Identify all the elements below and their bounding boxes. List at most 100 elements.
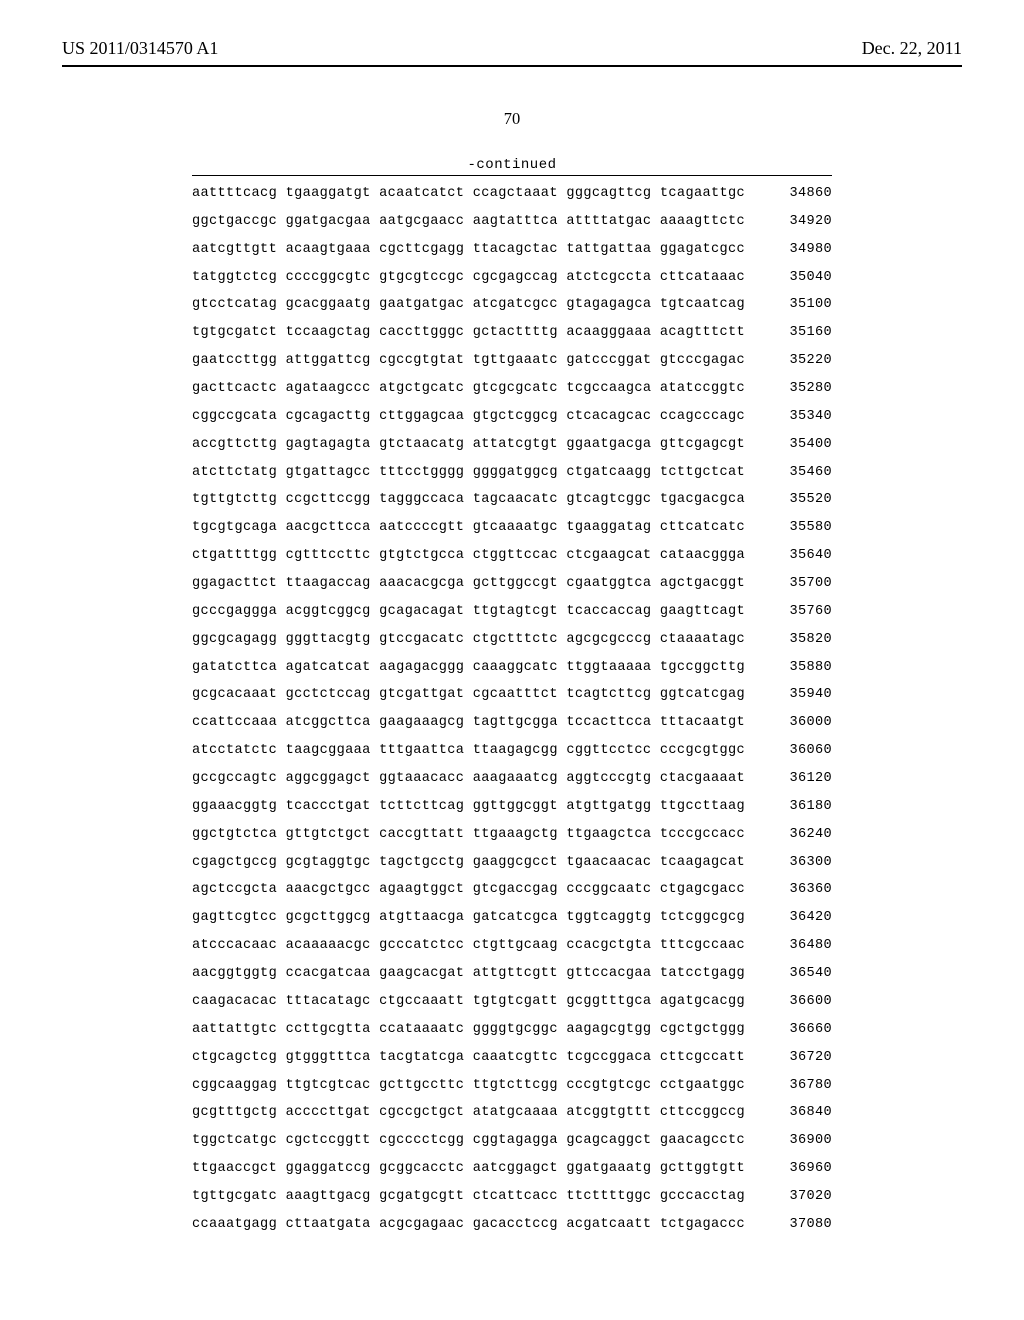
sequence-row: ctgcagctcg gtgggtttca tacgtatcga caaatcg… <box>192 1044 832 1072</box>
sequence-position: 35700 <box>745 570 832 598</box>
sequence-row: gccgccagtc aggcggagct ggtaaacacc aaagaaa… <box>192 765 832 793</box>
sequence-bases: ccaaatgagg cttaatgata acgcgagaac gacacct… <box>192 1211 745 1239</box>
sequence-bases: ccattccaaa atcggcttca gaagaaagcg tagttgc… <box>192 709 745 737</box>
sequence-position: 36060 <box>745 737 832 765</box>
sequence-row: gagttcgtcc gcgcttggcg atgttaacga gatcatc… <box>192 904 832 932</box>
sequence-bases: accgttcttg gagtagagta gtctaacatg attatcg… <box>192 431 745 459</box>
sequence-position: 36600 <box>745 988 832 1016</box>
continued-label: -continued <box>62 157 962 173</box>
sequence-bases: aatcgttgtt acaagtgaaa cgcttcgagg ttacagc… <box>192 236 745 264</box>
sequence-row: tgcgtgcaga aacgcttcca aatccccgtt gtcaaaa… <box>192 514 832 542</box>
page-number: 70 <box>62 109 962 129</box>
sequence-bases: tgcgtgcaga aacgcttcca aatccccgtt gtcaaaa… <box>192 514 745 542</box>
sequence-row: gacttcactc agataagccc atgctgcatc gtcgcgc… <box>192 375 832 403</box>
sequence-position: 35820 <box>745 626 832 654</box>
sequence-row: gcgcacaaat gcctctccag gtcgattgat cgcaatt… <box>192 681 832 709</box>
sequence-row: ggaaacggtg tcaccctgat tcttcttcag ggttggc… <box>192 793 832 821</box>
sequence-row: atcctatctc taagcggaaa tttgaattca ttaagag… <box>192 737 832 765</box>
sequence-bases: tggctcatgc cgctccggtt cgcccctcgg cggtaga… <box>192 1127 745 1155</box>
sequence-row: ggctgaccgc ggatgacgaa aatgcgaacc aagtatt… <box>192 208 832 236</box>
sequence-bases: gacttcactc agataagccc atgctgcatc gtcgcgc… <box>192 375 745 403</box>
sequence-row: ccattccaaa atcggcttca gaagaaagcg tagttgc… <box>192 709 832 737</box>
sequence-position: 35220 <box>745 347 832 375</box>
sequence-bases: gcgcacaaat gcctctccag gtcgattgat cgcaatt… <box>192 681 745 709</box>
sequence-position: 35280 <box>745 375 832 403</box>
sequence-position: 35520 <box>745 486 832 514</box>
sequence-row: tgtgcgatct tccaagctag caccttgggc gctactt… <box>192 319 832 347</box>
sequence-position: 37080 <box>745 1211 832 1239</box>
sequence-position: 37020 <box>745 1183 832 1211</box>
sequence-row: ggcgcagagg gggttacgtg gtccgacatc ctgcttt… <box>192 626 832 654</box>
publication-date: Dec. 22, 2011 <box>862 38 962 59</box>
sequence-position: 34920 <box>745 208 832 236</box>
seq-divider-top <box>192 175 832 176</box>
header-divider <box>62 65 962 67</box>
sequence-position: 34980 <box>745 236 832 264</box>
sequence-row: cggcaaggag ttgtcgtcac gcttgccttc ttgtctt… <box>192 1072 832 1100</box>
sequence-bases: aattattgtc ccttgcgtta ccataaaatc ggggtgc… <box>192 1016 745 1044</box>
sequence-row: gcgtttgctg accccttgat cgccgctgct atatgca… <box>192 1099 832 1127</box>
sequence-row: ccaaatgagg cttaatgata acgcgagaac gacacct… <box>192 1211 832 1239</box>
sequence-row: atcttctatg gtgattagcc tttcctgggg ggggatg… <box>192 459 832 487</box>
header-row: US 2011/0314570 A1 Dec. 22, 2011 <box>62 38 962 59</box>
sequence-position: 35100 <box>745 291 832 319</box>
sequence-bases: cgagctgccg gcgtaggtgc tagctgcctg gaaggcg… <box>192 849 745 877</box>
sequence-position: 36720 <box>745 1044 832 1072</box>
sequence-row: aatcgttgtt acaagtgaaa cgcttcgagg ttacagc… <box>192 236 832 264</box>
sequence-row: aattattgtc ccttgcgtta ccataaaatc ggggtgc… <box>192 1016 832 1044</box>
sequence-position: 36240 <box>745 821 832 849</box>
sequence-bases: ggcgcagagg gggttacgtg gtccgacatc ctgcttt… <box>192 626 745 654</box>
sequence-row: atcccacaac acaaaaacgc gcccatctcc ctgttgc… <box>192 932 832 960</box>
sequence-position: 35460 <box>745 459 832 487</box>
sequence-bases: tgtgcgatct tccaagctag caccttgggc gctactt… <box>192 319 745 347</box>
sequence-position: 36840 <box>745 1099 832 1127</box>
sequence-row: agctccgcta aaacgctgcc agaagtggct gtcgacc… <box>192 876 832 904</box>
sequence-position: 36900 <box>745 1127 832 1155</box>
sequence-position: 35880 <box>745 654 832 682</box>
sequence-position: 36300 <box>745 849 832 877</box>
sequence-position: 35640 <box>745 542 832 570</box>
sequence-bases: gcgtttgctg accccttgat cgccgctgct atatgca… <box>192 1099 745 1127</box>
sequence-bases: gatatcttca agatcatcat aagagacggg caaaggc… <box>192 654 745 682</box>
sequence-row: cgagctgccg gcgtaggtgc tagctgcctg gaaggcg… <box>192 849 832 877</box>
sequence-bases: ggaaacggtg tcaccctgat tcttcttcag ggttggc… <box>192 793 745 821</box>
sequence-position: 34860 <box>745 180 832 208</box>
sequence-bases: agctccgcta aaacgctgcc agaagtggct gtcgacc… <box>192 876 745 904</box>
sequence-bases: cggcaaggag ttgtcgtcac gcttgccttc ttgtctt… <box>192 1072 745 1100</box>
publication-number: US 2011/0314570 A1 <box>62 38 218 59</box>
sequence-row: ctgattttgg cgtttccttc gtgtctgcca ctggttc… <box>192 542 832 570</box>
sequence-bases: gtcctcatag gcacggaatg gaatgatgac atcgatc… <box>192 291 745 319</box>
sequence-row: ttgaaccgct ggaggatccg gcggcacctc aatcgga… <box>192 1155 832 1183</box>
sequence-position: 36000 <box>745 709 832 737</box>
sequence-bases: atcccacaac acaaaaacgc gcccatctcc ctgttgc… <box>192 932 745 960</box>
sequence-position: 36120 <box>745 765 832 793</box>
sequence-bases: ggagacttct ttaagaccag aaacacgcga gcttggc… <box>192 570 745 598</box>
sequence-row: caagacacac tttacatagc ctgccaaatt tgtgtcg… <box>192 988 832 1016</box>
sequence-row: accgttcttg gagtagagta gtctaacatg attatcg… <box>192 431 832 459</box>
sequence-row: gtcctcatag gcacggaatg gaatgatgac atcgatc… <box>192 291 832 319</box>
sequence-bases: aattttcacg tgaaggatgt acaatcatct ccagcta… <box>192 180 745 208</box>
sequence-row: tggctcatgc cgctccggtt cgcccctcgg cggtaga… <box>192 1127 832 1155</box>
sequence-position: 36480 <box>745 932 832 960</box>
sequence-position: 35760 <box>745 598 832 626</box>
sequence-row: cggccgcata cgcagacttg cttggagcaa gtgctcg… <box>192 403 832 431</box>
sequence-position: 35940 <box>745 681 832 709</box>
sequence-bases: ctgattttgg cgtttccttc gtgtctgcca ctggttc… <box>192 542 745 570</box>
sequence-row: tgttgtcttg ccgcttccgg tagggccaca tagcaac… <box>192 486 832 514</box>
sequence-bases: ttgaaccgct ggaggatccg gcggcacctc aatcgga… <box>192 1155 745 1183</box>
sequence-bases: gagttcgtcc gcgcttggcg atgttaacga gatcatc… <box>192 904 745 932</box>
sequence-position: 36420 <box>745 904 832 932</box>
sequence-row: aattttcacg tgaaggatgt acaatcatct ccagcta… <box>192 180 832 208</box>
sequence-bases: tgttgcgatc aaagttgacg gcgatgcgtt ctcattc… <box>192 1183 745 1211</box>
sequence-position: 36960 <box>745 1155 832 1183</box>
sequence-position: 36780 <box>745 1072 832 1100</box>
sequence-position: 36660 <box>745 1016 832 1044</box>
sequence-bases: tgttgtcttg ccgcttccgg tagggccaca tagcaac… <box>192 486 745 514</box>
sequence-bases: atcttctatg gtgattagcc tttcctgggg ggggatg… <box>192 459 745 487</box>
sequence-bases: caagacacac tttacatagc ctgccaaatt tgtgtcg… <box>192 988 745 1016</box>
sequence-bases: atcctatctc taagcggaaa tttgaattca ttaagag… <box>192 737 745 765</box>
sequence-bases: ggctgtctca gttgtctgct caccgttatt ttgaaag… <box>192 821 745 849</box>
sequence-row: gatatcttca agatcatcat aagagacggg caaaggc… <box>192 654 832 682</box>
sequence-bases: gcccgaggga acggtcggcg gcagacagat ttgtagt… <box>192 598 745 626</box>
sequence-row: ggagacttct ttaagaccag aaacacgcga gcttggc… <box>192 570 832 598</box>
